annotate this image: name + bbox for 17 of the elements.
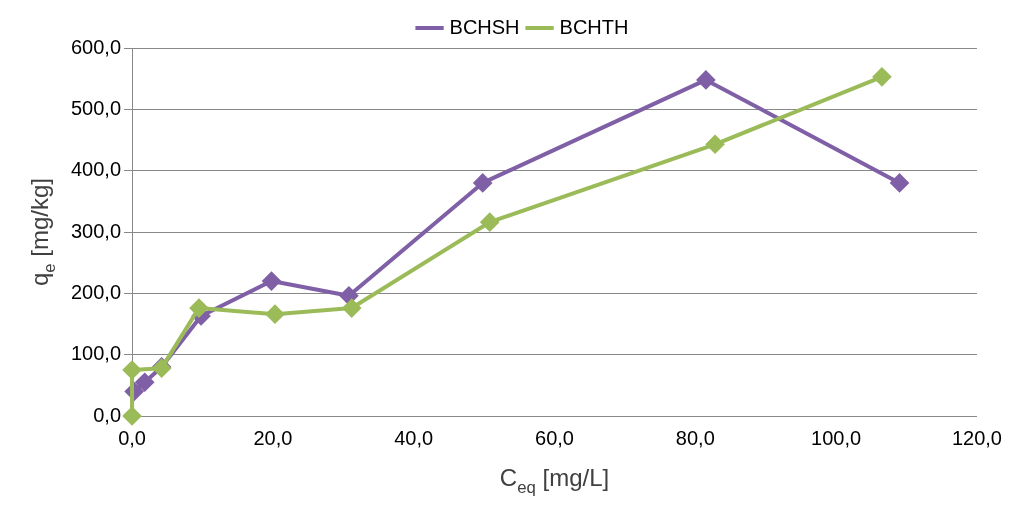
x-tick-label: 80,0	[675, 426, 715, 449]
y-tick-label: 0,0	[93, 403, 122, 426]
y-tick-label: 100,0	[70, 342, 122, 365]
x-tick-label: 40,0	[394, 426, 434, 449]
y-tick-label: 200,0	[70, 280, 122, 303]
y-tick-label: 600,0	[70, 35, 122, 58]
y-tick-label: 400,0	[70, 158, 122, 181]
x-tick-label: 60,0	[535, 426, 574, 449]
x-tick-label: 20,0	[253, 426, 293, 449]
y-tick-label: 500,0	[70, 96, 122, 119]
x-tick-label: 120,0	[951, 426, 1003, 449]
legend-label: BCHSH	[449, 15, 520, 38]
y-axis-title: qe [mg/kg]	[26, 177, 60, 287]
y-tick-label: 300,0	[70, 219, 122, 242]
x-tick-label: 100,0	[811, 426, 862, 449]
legend-label: BCHTH	[559, 15, 629, 38]
x-tick-label: 0,0	[118, 426, 146, 449]
